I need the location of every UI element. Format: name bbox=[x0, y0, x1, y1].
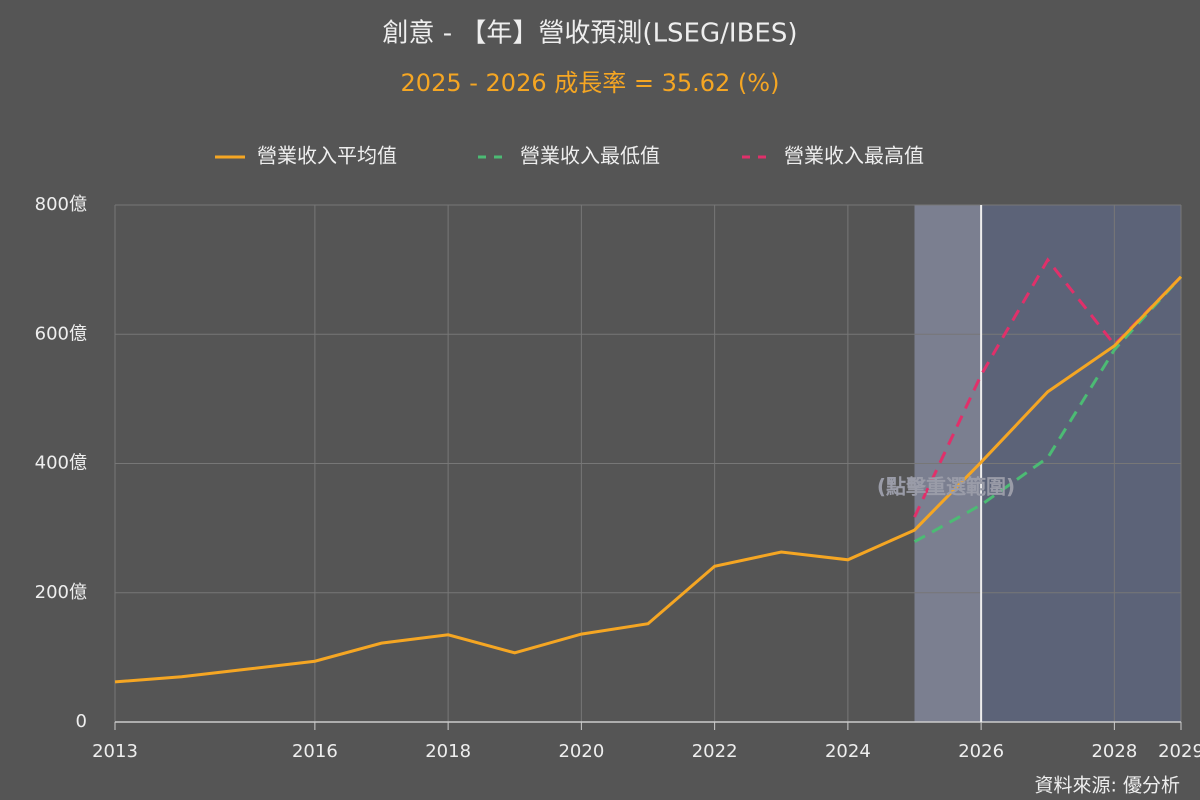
y-tick-label: 200億 bbox=[35, 582, 87, 603]
y-tick-label: 800億 bbox=[35, 194, 87, 215]
source: 資料來源: 優分析 bbox=[1035, 775, 1180, 797]
annotation[interactable]: (點擊重選範圍) bbox=[877, 475, 1015, 499]
x-tick-label: 2028 bbox=[1091, 741, 1137, 762]
series-line bbox=[913, 275, 1183, 544]
legend-label[interactable]: 營業收入平均值 bbox=[257, 144, 397, 168]
x-tick-label: 2029 bbox=[1158, 741, 1200, 762]
y-tick-label: 0 bbox=[76, 711, 87, 732]
x-tick-label: 2018 bbox=[425, 741, 471, 762]
x-tick-label: 2013 bbox=[92, 741, 138, 762]
chart-title: 創意 - 【年】營收預測(LSEG/IBES) bbox=[383, 19, 798, 49]
x-tick-label: 2020 bbox=[558, 741, 604, 762]
x-tick-label: 2024 bbox=[825, 741, 871, 762]
legend-label[interactable]: 營業收入最高值 bbox=[784, 144, 924, 168]
x-tick-label: 2022 bbox=[692, 741, 738, 762]
y-tick-label: 400億 bbox=[35, 453, 87, 474]
chart-subtitle: 2025 - 2026 成長率 = 35.62 (%) bbox=[401, 69, 780, 97]
x-tick-label: 2016 bbox=[292, 741, 338, 762]
x-tick-label: 2026 bbox=[958, 741, 1004, 762]
series-line bbox=[114, 275, 1183, 684]
y-tick-label: 600億 bbox=[35, 323, 87, 344]
legend-label[interactable]: 營業收入最低值 bbox=[520, 144, 660, 168]
